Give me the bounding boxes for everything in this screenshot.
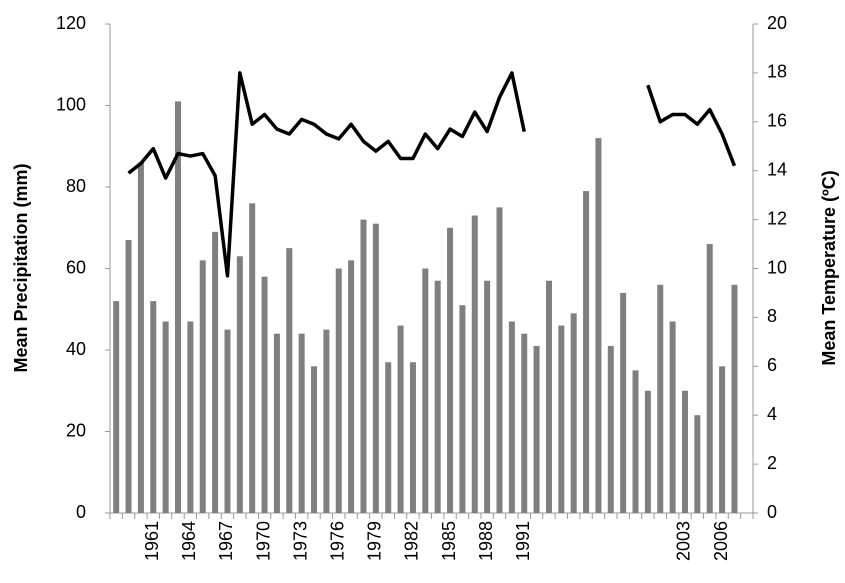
y2-tick-label: 4 [767, 404, 777, 424]
bar [632, 370, 639, 513]
bar [261, 276, 268, 513]
bar [694, 415, 701, 513]
bar [657, 284, 664, 513]
y2-tick-label: 8 [767, 306, 777, 326]
bar [397, 325, 404, 513]
x-tick-label: 1967 [216, 521, 236, 561]
bar [533, 345, 540, 513]
y2-tick-label: 18 [767, 62, 787, 82]
y2-tick-label: 20 [767, 13, 787, 33]
bar [681, 390, 688, 513]
bar [459, 305, 466, 513]
bar [422, 268, 429, 513]
x-tick-label: 1961 [142, 521, 162, 561]
bar [137, 162, 144, 514]
bar [669, 321, 676, 513]
bar [570, 313, 577, 513]
y2-tick-label: 10 [767, 257, 787, 277]
line [127, 71, 737, 278]
bar [335, 268, 342, 513]
x-tick-label: 2003 [674, 521, 694, 561]
bar [607, 345, 614, 513]
y2-tick-label: 6 [767, 355, 777, 375]
x-tick-label: 1988 [476, 521, 496, 561]
bar [385, 362, 392, 513]
x-tick-label: 1973 [290, 521, 310, 561]
bar [508, 321, 515, 513]
bar [113, 301, 120, 513]
y-tick-label: 40 [66, 339, 86, 359]
bar [620, 292, 627, 513]
bar [273, 333, 280, 513]
bar [311, 366, 318, 513]
bar [471, 215, 478, 513]
y-tick-label: 0 [76, 502, 86, 522]
bar [434, 280, 441, 513]
bar [583, 191, 590, 513]
bar [719, 366, 726, 513]
bar [348, 260, 355, 513]
y2-axis-title: Mean Temperature (ºC) [819, 170, 839, 365]
bar [409, 362, 416, 513]
bar [249, 203, 256, 514]
y-tick-label: 100 [56, 94, 86, 114]
bar [236, 256, 243, 513]
bar [298, 333, 305, 513]
bar [496, 207, 503, 513]
bar [644, 390, 651, 513]
bar [521, 333, 528, 513]
y-axis-title: Mean Precipitation (mm) [11, 163, 31, 372]
bar [731, 284, 738, 513]
x-tick-label: 1970 [253, 521, 273, 561]
y2-tick-label: 0 [767, 502, 777, 522]
bar [545, 280, 552, 513]
y-tick-label: 120 [56, 13, 86, 33]
y-tick-label: 80 [66, 176, 86, 196]
bar [212, 231, 219, 513]
bar [323, 329, 330, 513]
bar [447, 227, 454, 513]
bar [286, 248, 293, 513]
bar [175, 101, 182, 514]
y-tick-label: 60 [66, 257, 86, 277]
x-tick-label: 2006 [711, 521, 731, 561]
bar [150, 301, 157, 513]
x-tick-label: 1985 [439, 521, 459, 561]
y2-tick-label: 14 [767, 159, 787, 179]
bar [558, 325, 565, 513]
x-tick-label: 1976 [328, 521, 348, 561]
x-tick-label: 1982 [402, 521, 422, 561]
y-tick-label: 20 [66, 420, 86, 440]
bar [595, 138, 602, 513]
bar [706, 244, 713, 514]
x-tick-label: 1991 [513, 521, 533, 561]
y2-tick-label: 12 [767, 208, 787, 228]
x-tick-label: 1964 [179, 521, 199, 561]
y2-tick-label: 2 [767, 453, 777, 473]
y2-tick-label: 16 [767, 111, 787, 131]
x-tick-label: 1979 [365, 521, 385, 561]
bar [162, 321, 169, 513]
bar [199, 260, 206, 513]
bar [484, 280, 491, 513]
bar [187, 321, 194, 513]
bar [372, 223, 379, 514]
bar [125, 239, 132, 513]
bar [360, 219, 367, 513]
bar [224, 329, 231, 513]
